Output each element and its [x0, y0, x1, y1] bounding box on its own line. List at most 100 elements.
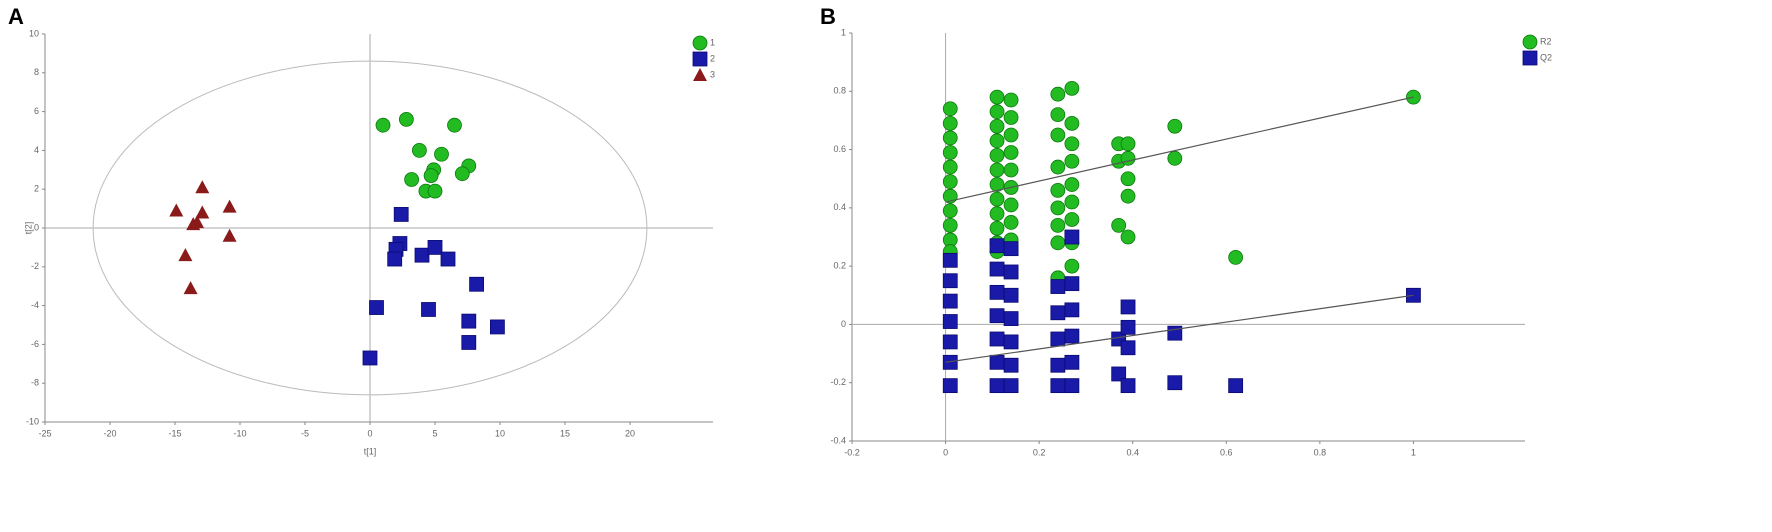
point	[989, 147, 1005, 163]
x-tick-label: 5	[432, 428, 437, 438]
point	[375, 117, 391, 133]
point	[1120, 299, 1136, 315]
point	[942, 252, 958, 268]
point	[1003, 334, 1019, 350]
legend-label: Q2	[1540, 52, 1552, 62]
point	[942, 293, 958, 309]
legend-marker	[692, 35, 708, 51]
point	[414, 247, 430, 263]
point	[1050, 331, 1066, 347]
point	[989, 89, 1005, 105]
point	[1167, 150, 1183, 166]
point	[989, 378, 1005, 394]
point	[398, 111, 414, 127]
point	[222, 199, 237, 213]
point	[1050, 279, 1066, 294]
point	[427, 183, 443, 199]
point	[387, 251, 403, 267]
x-tick-label: -20	[103, 428, 116, 438]
point	[942, 174, 958, 190]
point	[1064, 212, 1080, 227]
point	[942, 273, 958, 289]
point	[989, 191, 1005, 207]
y-tick-label: -0.4	[830, 435, 846, 445]
point	[1111, 366, 1127, 382]
point	[942, 354, 958, 370]
point	[989, 118, 1005, 134]
y-tick-label: 0.4	[833, 202, 846, 212]
point	[989, 331, 1005, 347]
y-tick-label: -6	[31, 339, 39, 349]
point	[1050, 107, 1066, 122]
point	[1120, 150, 1136, 166]
y-tick-label: 0	[841, 319, 846, 329]
point	[169, 203, 184, 217]
point	[447, 117, 462, 133]
point	[1120, 378, 1136, 394]
point	[1120, 171, 1136, 187]
point	[942, 314, 958, 329]
point	[1050, 235, 1066, 251]
point	[1050, 127, 1066, 143]
legend-marker	[692, 51, 708, 67]
point	[1064, 354, 1080, 370]
x-tick-label: 0.6	[1220, 447, 1233, 457]
point	[421, 302, 436, 317]
point	[411, 142, 427, 158]
point	[404, 172, 420, 187]
point	[1064, 276, 1080, 292]
point	[1003, 110, 1019, 125]
point	[1111, 217, 1127, 233]
point	[989, 308, 1005, 324]
point	[1003, 197, 1019, 213]
point	[1064, 328, 1080, 344]
point	[942, 101, 958, 117]
point	[362, 350, 378, 366]
legend-label: 3	[710, 69, 715, 79]
point	[393, 207, 409, 222]
point	[1064, 258, 1080, 274]
point	[989, 220, 1005, 236]
point	[440, 251, 456, 267]
point	[190, 215, 205, 229]
point	[195, 180, 210, 194]
y-tick-label: 1	[841, 27, 846, 37]
point	[1003, 311, 1019, 327]
y-tick-label: 4	[34, 145, 39, 155]
point	[989, 354, 1005, 370]
x-tick-label: -5	[301, 428, 309, 438]
point	[1050, 357, 1066, 373]
point	[427, 239, 443, 255]
y-tick-label: 8	[34, 67, 39, 77]
point	[1120, 229, 1136, 245]
y-tick-label: 0.6	[833, 144, 846, 154]
x-tick-label: 20	[625, 428, 635, 438]
point	[1120, 319, 1136, 335]
point	[1064, 302, 1080, 318]
y-tick-label: -0.2	[830, 377, 846, 387]
point	[178, 248, 193, 262]
point	[1003, 287, 1019, 303]
point	[1064, 115, 1080, 131]
point	[942, 203, 958, 219]
point	[989, 162, 1005, 178]
confidence-ellipse	[92, 60, 648, 396]
point	[1003, 215, 1019, 230]
point	[942, 115, 958, 131]
point	[942, 378, 958, 394]
y-tick-label: -2	[31, 261, 39, 271]
trend-line	[945, 294, 1414, 363]
y-tick-label: 0.2	[833, 261, 846, 271]
point	[1228, 249, 1244, 265]
point	[989, 177, 1005, 192]
point	[1050, 305, 1066, 321]
point	[1064, 194, 1080, 210]
point	[942, 159, 958, 175]
point	[1003, 162, 1019, 178]
trend-line	[945, 96, 1414, 203]
point	[461, 313, 477, 329]
point	[1064, 153, 1080, 169]
point	[423, 168, 439, 184]
point	[1064, 378, 1080, 394]
point	[454, 166, 470, 182]
